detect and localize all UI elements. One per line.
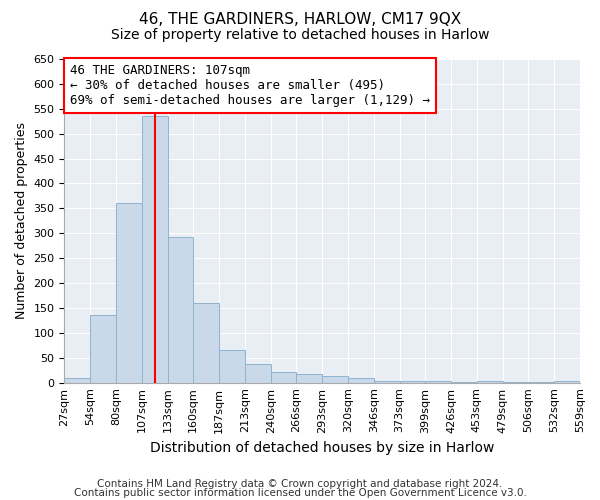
Bar [374, 381, 400, 382]
Bar [554, 381, 580, 382]
Text: 46 THE GARDINERS: 107sqm
← 30% of detached houses are smaller (495)
69% of semi-: 46 THE GARDINERS: 107sqm ← 30% of detach… [70, 64, 430, 107]
Bar [271, 372, 296, 382]
X-axis label: Distribution of detached houses by size in Harlow: Distribution of detached houses by size … [150, 441, 494, 455]
Bar [296, 374, 322, 382]
Bar [64, 378, 90, 382]
Bar [219, 350, 245, 382]
Bar [142, 116, 167, 382]
Bar [167, 237, 193, 382]
Bar [425, 381, 451, 382]
Bar [116, 204, 142, 382]
Text: Size of property relative to detached houses in Harlow: Size of property relative to detached ho… [111, 28, 489, 42]
Text: Contains public sector information licensed under the Open Government Licence v3: Contains public sector information licen… [74, 488, 526, 498]
Bar [245, 364, 271, 382]
Bar [193, 303, 219, 382]
Y-axis label: Number of detached properties: Number of detached properties [15, 122, 28, 320]
Bar [400, 381, 425, 382]
Bar [90, 316, 116, 382]
Bar [322, 376, 348, 382]
Bar [348, 378, 374, 382]
Text: Contains HM Land Registry data © Crown copyright and database right 2024.: Contains HM Land Registry data © Crown c… [97, 479, 503, 489]
Bar [477, 381, 503, 382]
Text: 46, THE GARDINERS, HARLOW, CM17 9QX: 46, THE GARDINERS, HARLOW, CM17 9QX [139, 12, 461, 28]
